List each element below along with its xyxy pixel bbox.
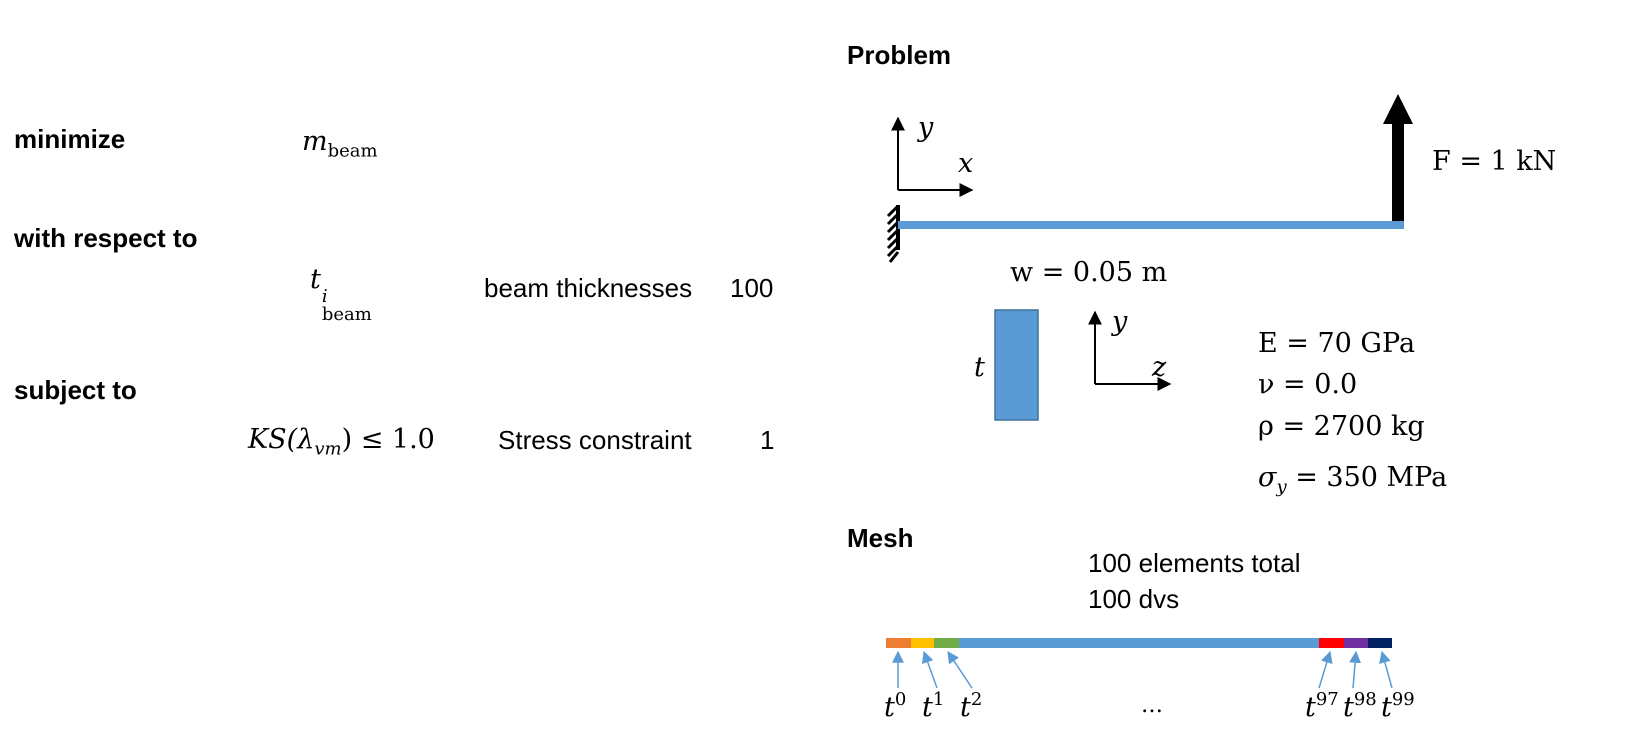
density-label: ρ = 2700 kg [1258,411,1425,442]
force-label: F = 1 kN [1432,146,1557,177]
mesh-labels: t0 t1 t2 … t97 t98 t99 [884,689,1415,723]
constraint-prefix: KS( [248,424,298,455]
design-variable-superscript: i [321,286,328,307]
mesh-label-t1: t1 [922,689,944,723]
mesh-segment-98 [1344,638,1368,648]
problem-title: Problem [847,40,952,70]
width-label: w = 0.05 m [1010,257,1168,288]
mesh-label-t97: t97 [1305,689,1339,723]
constraint-expression: KS(λvm) ≤ 1.0 [248,424,435,459]
objective-subscript: beam [327,140,378,162]
mesh-bar [886,638,1392,648]
y-axis-label-2: y [1111,306,1128,337]
thickness-label: t [974,352,985,383]
minimize-label: minimize [14,124,126,154]
mesh-label-t2: t2 [960,689,982,723]
force-arrow [1383,94,1413,221]
mesh-segment-0 [886,638,911,648]
constraint-suffix: ) ≤ 1.0 [341,424,435,455]
constraint-lambda-subscript: vm [314,438,342,460]
mesh-pointers [892,650,1393,689]
design-variable-expression: t i beam [310,266,372,324]
yield-value: = 350 MPa [1286,462,1448,493]
poisson-label: ν = 0.0 [1258,369,1358,400]
design-variable-count: 100 [730,273,774,303]
design-variable-description: beam thicknesses [484,273,693,303]
design-variable-symbol: t [310,264,321,295]
yield-symbol: σ [1258,462,1277,493]
mesh-dvs-text: 100 dvs [1088,584,1180,614]
mesh-segment-2 [934,638,959,648]
constraint-lambda: λ [297,424,315,455]
with-respect-to-label: with respect to [14,223,198,253]
modulus-label: E = 70 GPa [1258,328,1416,359]
mesh-segment-99 [1368,638,1392,648]
y-axis-label: y [917,112,934,143]
mesh-segment-1 [911,638,934,648]
beam [898,221,1404,229]
constraint-count: 1 [760,425,775,455]
mesh-label-t0: t0 [884,689,906,723]
z-axis-label: z [1151,352,1167,383]
mesh-ellipsis: … [1141,693,1163,718]
x-axis-label: x [958,148,973,179]
yield-subscript: y [1276,476,1287,498]
yield-stress-label: σy = 350 MPa [1258,462,1447,497]
fixed-support [886,204,900,263]
mesh-label-t99: t99 [1381,689,1415,723]
constraint-description: Stress constraint [498,425,692,455]
design-variable-subscript: beam [321,304,372,325]
mesh-label-t98: t98 [1343,689,1377,723]
zy-axes: y z [1088,306,1172,391]
mesh-segment-middle [959,638,1319,648]
objective-expression: mbeam [302,126,378,161]
mesh-segment-97 [1319,638,1344,648]
subject-to-label: subject to [14,375,137,405]
mesh-title: Mesh [847,523,914,553]
mesh-elements-text: 100 elements total [1088,548,1301,578]
cross-section [994,309,1039,421]
xy-axes: y x [891,112,974,197]
objective-symbol: m [302,126,328,157]
